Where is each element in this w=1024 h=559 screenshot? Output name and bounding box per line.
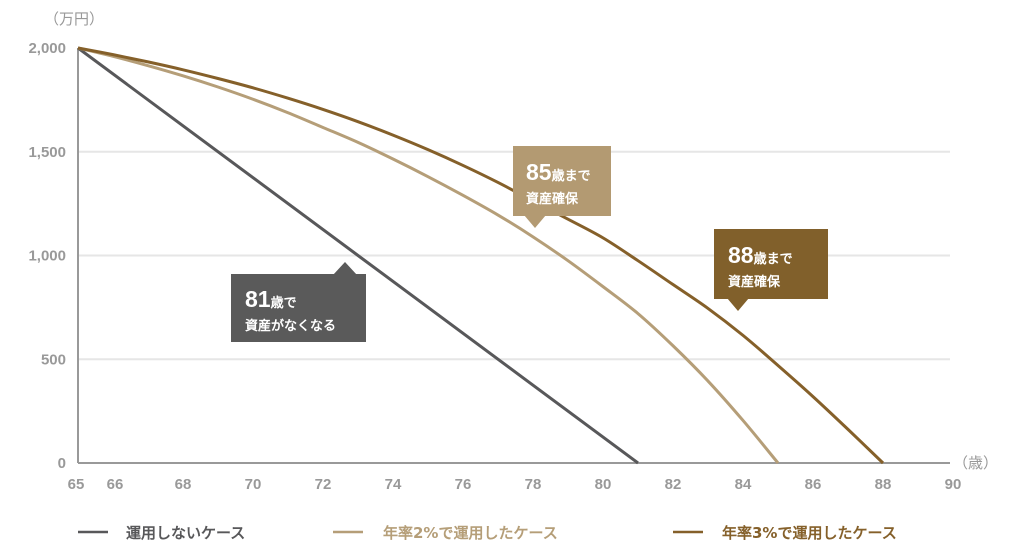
callout-3pct: 88歳まで 資産確保	[714, 229, 828, 311]
x-tick-label: 76	[455, 476, 472, 493]
x-tick-label: 74	[385, 476, 402, 493]
callout-pointer	[524, 215, 546, 228]
x-tick-label: 78	[525, 476, 542, 493]
x-tick-label: 80	[595, 476, 612, 493]
legend-label-2pct: 年率2%で運用したケース	[383, 524, 558, 542]
y-axis-ticks: 0 500 1,000 1,500 2,000	[28, 40, 66, 472]
x-tick-label: 68	[175, 476, 192, 493]
x-axis-unit: （歳）	[953, 454, 998, 472]
y-tick-label: 0	[58, 455, 66, 472]
y-tick-label: 1,500	[28, 144, 66, 161]
y-axis-unit: （万円）	[44, 10, 104, 28]
legend-label-3pct: 年率3%で運用したケース	[722, 524, 897, 542]
x-tick-label: 84	[735, 476, 752, 493]
callout-line1: 88歳まで	[728, 242, 793, 268]
callout-line1: 85歳まで	[526, 159, 591, 185]
callout-line1: 81歳で	[245, 286, 297, 312]
callout-pointer	[727, 298, 749, 311]
callout-no-investment: 81歳で 資産がなくなる	[231, 262, 366, 342]
x-tick-label: 90	[945, 476, 962, 493]
series-line-2	[77, 46, 885, 465]
legend: 運用しないケース 年率2%で運用したケース 年率3%で運用したケース	[78, 524, 897, 542]
y-tick-label: 1,000	[28, 248, 66, 265]
x-tick-label: 88	[875, 476, 892, 493]
callout-2pct: 85歳まで 資産確保	[513, 146, 611, 228]
callout-line2: 資産がなくなる	[245, 318, 336, 334]
x-tick-label: 82	[665, 476, 682, 493]
callout-line2: 資産確保	[728, 274, 781, 290]
x-tick-label: 72	[315, 476, 332, 493]
x-axis-ticks: 65 66 68 70 72 74 76 78 80 82 84 86 88 90	[68, 476, 962, 493]
x-tick-label: 66	[107, 476, 124, 493]
callout-line2: 資産確保	[526, 191, 579, 207]
callout-box	[231, 274, 366, 342]
callout-box	[513, 146, 611, 216]
y-tick-label: 500	[41, 351, 66, 368]
series-lines	[77, 46, 885, 465]
x-tick-label: 65	[68, 476, 85, 493]
legend-label-no-investment: 運用しないケース	[126, 524, 245, 542]
x-tick-label: 70	[245, 476, 262, 493]
callout-box	[714, 229, 828, 299]
callout-pointer	[333, 262, 357, 275]
series-line-1	[77, 46, 780, 464]
y-tick-label: 2,000	[28, 40, 66, 57]
x-tick-label: 86	[805, 476, 822, 493]
series-line-0	[77, 46, 639, 465]
